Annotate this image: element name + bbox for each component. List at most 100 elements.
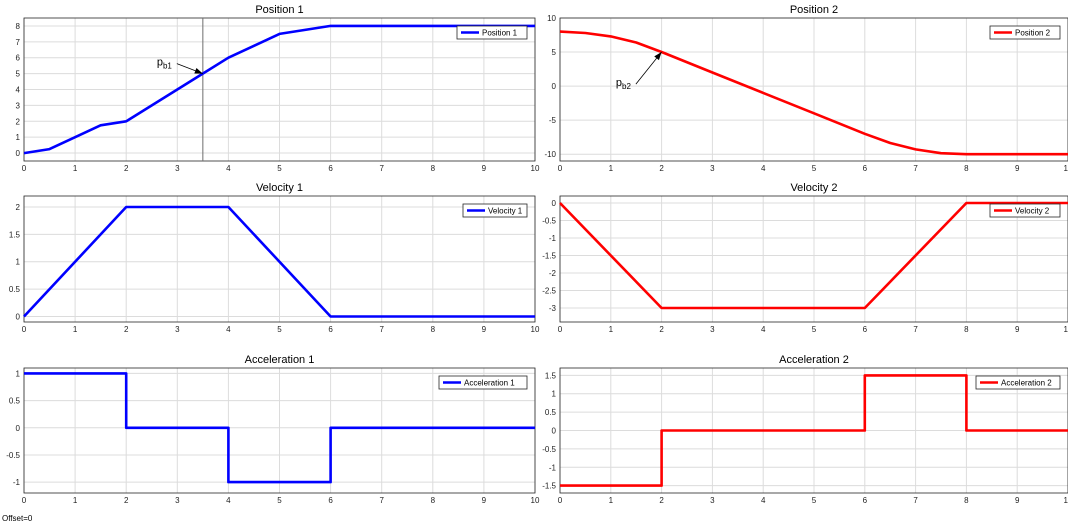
axes-box [559,367,1068,494]
legend: Position 1 [456,25,528,40]
plot-title: Acceleration 2 [779,354,849,366]
legend: Velocity 2 [989,203,1061,218]
y-tick-label: 2 [16,117,21,126]
series-line [23,24,535,155]
x-tick-label: 0 [558,164,563,173]
annotation-arrowhead [654,52,662,61]
x-tick-label: 10 [1064,325,1068,334]
y-tick-label: 10 [547,14,556,23]
x-tick-label: 9 [482,164,487,173]
y-tick-label: -3 [549,304,557,313]
x-tick-label: 8 [431,325,436,334]
y-tick-label: -1 [549,234,557,243]
x-tick-label: 6 [863,164,868,173]
plot-3: 0 1 2 3 4 5 6 7 8 9 10 0 0.5 1 1.5 2 Velocity 1 Velocity … [9,182,540,334]
legend-box [462,203,528,218]
plot-title: Position 1 [255,4,303,16]
x-tick-label: 4 [761,164,766,173]
y-tick-label: 1 [16,258,21,267]
legend-label: Acceleration 1 [464,379,515,388]
x-tick-label: 6 [863,325,868,334]
plot-5: 0 1 2 3 4 5 6 7 8 9 10 -1 -0.5 0 0.5 1 Acceleration 1 Acc… [6,354,540,505]
x-tick-label: 2 [124,496,129,505]
x-tick-label: 2 [659,325,664,334]
x-tick-label: 9 [1015,325,1020,334]
x-tick-label: 0 [22,325,27,334]
y-tick-label: -10 [544,150,556,159]
y-tick-label: 0 [552,427,557,436]
x-tick-label: 3 [175,325,180,334]
series-line [559,201,1068,310]
plot-title: Position 2 [790,4,838,16]
x-tick-label: 0 [22,164,27,173]
series-line [559,30,1068,156]
x-tick-label: 5 [812,496,817,505]
x-tick-label: 2 [659,164,664,173]
x-tick-label: 0 [558,325,563,334]
x-tick-label: 0 [22,496,27,505]
y-tick-label: -0.5 [542,217,556,226]
y-tick-label: 0.5 [9,285,21,294]
x-tick-label: 6 [328,496,333,505]
x-tick-label: 8 [964,325,969,334]
legend-label: Velocity 1 [488,207,523,216]
y-tick-label: 0 [552,82,557,91]
y-tick-label: 4 [16,86,21,95]
x-tick-label: 5 [277,496,282,505]
y-tick-label: 5 [16,70,21,79]
legend: Acceleration 2 [975,375,1061,390]
x-tick-label: 3 [710,164,715,173]
axes-box [23,17,536,162]
legend: Position 2 [989,25,1061,40]
y-tick-label: 0 [16,424,21,433]
legend-label: Acceleration 2 [1001,379,1052,388]
x-tick-label: 1 [73,325,78,334]
x-tick-label: 3 [175,496,180,505]
x-tick-label: 8 [431,164,436,173]
y-tick-label: -0.5 [542,445,556,454]
x-tick-label: 4 [761,496,766,505]
x-tick-label: 7 [379,325,384,334]
x-tick-label: 2 [659,496,664,505]
axes-box [559,195,1068,323]
y-tick-label: -1.5 [542,252,556,261]
y-tick-label: -1.5 [542,482,556,491]
x-tick-label: 10 [531,325,540,334]
y-tick-label: 0.5 [545,408,557,417]
x-tick-label: 2 [124,325,129,334]
x-tick-label: 1 [73,496,78,505]
legend-box [438,375,528,390]
y-tick-label: -1 [549,463,557,472]
axes-box [23,195,536,323]
x-tick-label: 9 [482,325,487,334]
y-tick-label: 1 [16,369,21,378]
x-tick-label: 6 [863,496,868,505]
x-tick-label: 5 [812,325,817,334]
legend-box [456,25,528,40]
axes-box [559,17,1068,162]
legend-box [975,375,1061,390]
y-tick-label: 0 [552,199,557,208]
x-tick-label: 10 [531,164,540,173]
legend: Velocity 1 [462,203,528,218]
x-tick-label: 1 [609,496,614,505]
x-tick-label: 4 [226,164,231,173]
x-tick-label: 8 [431,496,436,505]
x-tick-label: 5 [812,164,817,173]
legend-label: Velocity 2 [1015,207,1050,216]
plot-title: Velocity 1 [256,182,303,194]
x-tick-label: 9 [482,496,487,505]
x-tick-label: 9 [1015,164,1020,173]
y-tick-label: -2 [549,269,557,278]
x-tick-label: 9 [1015,496,1020,505]
y-tick-label: 0 [16,313,21,322]
y-tick-label: 6 [16,54,21,63]
x-tick-label: 8 [964,496,969,505]
x-tick-label: 7 [913,325,918,334]
x-tick-label: 7 [913,496,918,505]
y-tick-label: -1 [13,478,21,487]
x-tick-label: 1 [73,164,78,173]
